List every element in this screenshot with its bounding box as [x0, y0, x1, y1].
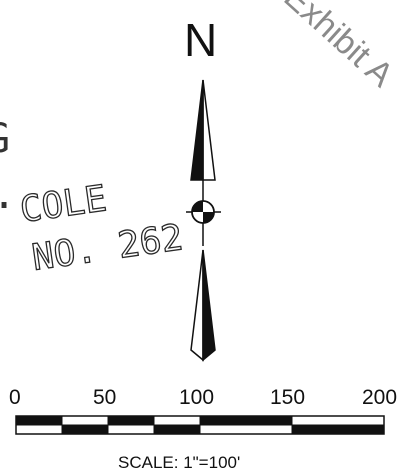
- scale-seg-1-top: [16, 416, 62, 425]
- exhibit-stamp: Exhibit A: [277, 0, 401, 95]
- exhibit-stamp-text: Exhibit A: [277, 0, 401, 95]
- scale-seg-3-top: [108, 416, 154, 425]
- scale-bar: 0 50 100 150 200 SCALE: 1"=100': [9, 386, 397, 472]
- scale-tick-100: 100: [179, 386, 214, 409]
- north-arrow-lower: [190, 249, 216, 362]
- property-label-line1: COLE: [18, 178, 110, 231]
- scale-tick-150: 150: [270, 386, 305, 409]
- scale-tick-200: 200: [362, 386, 397, 409]
- north-arrow-upper: [190, 79, 216, 181]
- north-arrow: N: [184, 14, 221, 362]
- scale-seg-5-top: [200, 416, 292, 425]
- left-fragment-bottom: .: [0, 172, 16, 218]
- north-arrow-center: [186, 180, 221, 246]
- left-fragment-top: G: [0, 116, 10, 162]
- property-label: COLE: [17, 178, 110, 232]
- scale-caption: SCALE: 1"=100': [118, 453, 240, 472]
- scale-seg-4-bottom: [154, 425, 200, 434]
- scale-seg-6-bottom: [292, 425, 384, 434]
- scale-tick-50: 50: [93, 386, 116, 409]
- scale-tick-0: 0: [9, 386, 21, 409]
- north-letter: N: [184, 14, 217, 66]
- scale-seg-2-bottom: [62, 425, 108, 434]
